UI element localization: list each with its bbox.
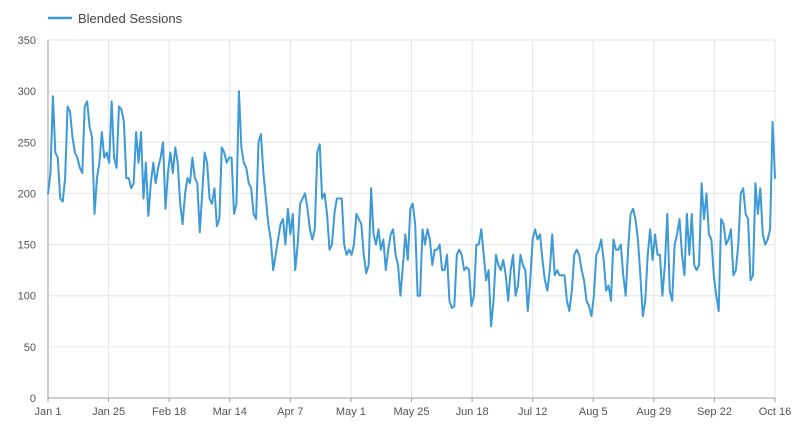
y-tick-label: 50	[24, 342, 36, 354]
x-tick-label: May 25	[393, 406, 429, 418]
y-tick-label: 350	[18, 35, 36, 47]
axes	[47, 40, 776, 402]
x-tick-label: Apr 7	[277, 406, 303, 418]
gridlines	[47, 39, 776, 398]
series-layer	[47, 90, 776, 328]
x-tick-label: Jun 18	[456, 406, 489, 418]
x-axis-tick-labels: Jan 1 Jan 25 Feb 18 Mar 14 Apr 7 May 1 May 25 J…	[35, 406, 792, 418]
x-tick-label: Aug 5	[579, 406, 608, 418]
x-tick-label: Jul 12	[518, 406, 547, 418]
y-tick-label: 0	[30, 393, 36, 405]
series-line-blended-sessions[interactable]	[47, 90, 776, 328]
x-tick-label: Oct 16	[759, 406, 791, 418]
y-tick-label: 250	[18, 137, 36, 149]
y-tick-label: 200	[18, 188, 36, 200]
x-tick-label: Jan 1	[35, 406, 62, 418]
y-tick-label: 300	[18, 86, 36, 98]
x-tick-label: Feb 18	[152, 406, 186, 418]
y-tick-label: 150	[18, 240, 36, 252]
x-tick-label: May 1	[336, 406, 366, 418]
legend[interactable]: Blended Sessions	[48, 11, 183, 26]
x-tick-label: Sep 22	[697, 406, 732, 418]
x-tick-label: Aug 29	[636, 406, 671, 418]
y-tick-label: 100	[18, 291, 36, 303]
legend-label-blended-sessions: Blended Sessions	[78, 11, 183, 26]
x-tick-label: Jan 25	[92, 406, 125, 418]
y-axis-tick-labels: 0 50 100 150 200 250 300 350	[18, 35, 36, 405]
x-tick-label: Mar 14	[213, 406, 247, 418]
